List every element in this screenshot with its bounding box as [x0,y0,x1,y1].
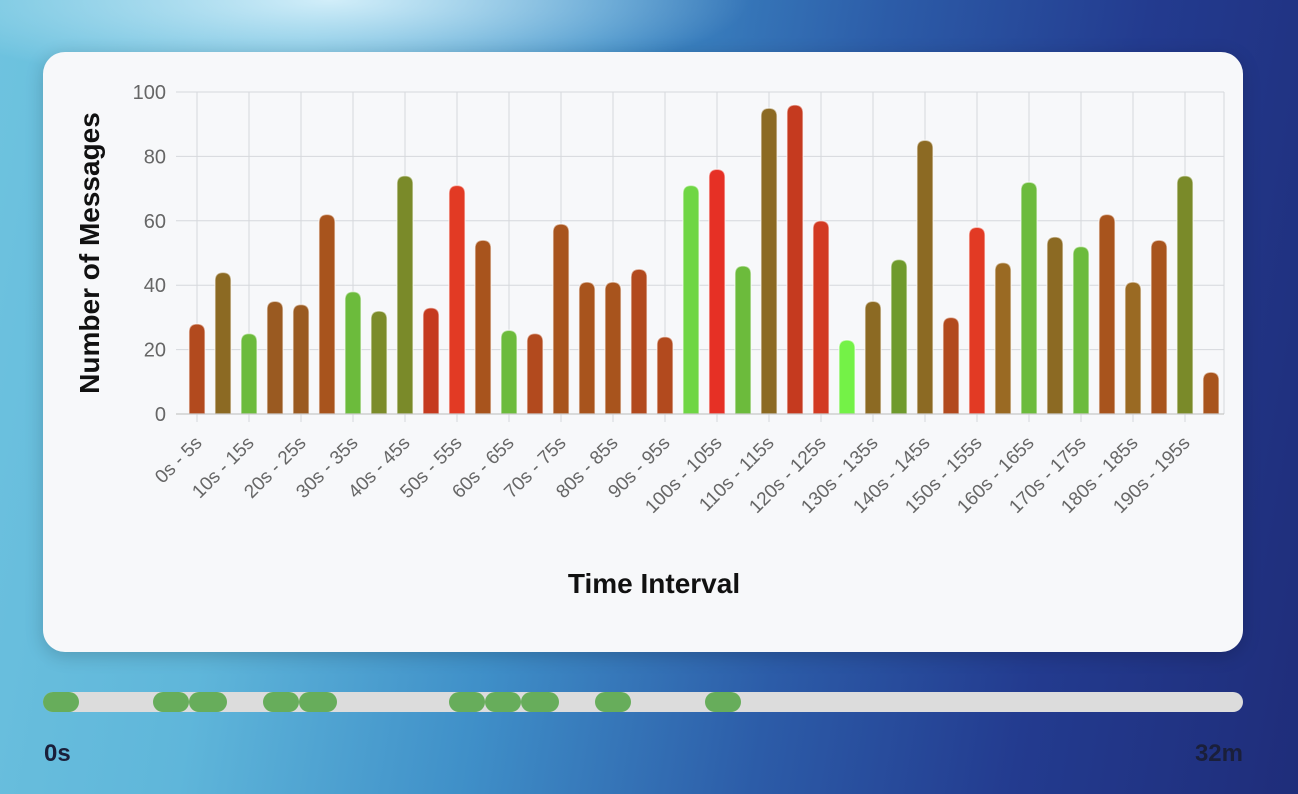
bar [682,184,700,415]
bar [344,290,362,415]
bar [1020,181,1038,415]
bar [500,329,518,415]
bar [1046,236,1064,415]
bar [292,303,310,415]
bar [838,339,856,415]
bar [240,332,258,415]
bar [786,104,804,415]
timeline-segment[interactable] [189,692,227,712]
bar [1150,239,1168,415]
bar [890,258,908,415]
timeline-segment[interactable] [705,692,742,712]
y-tick-label: 20 [144,340,166,362]
bar [370,310,388,415]
bar [656,335,674,415]
bar [188,323,206,415]
timeline-track[interactable] [43,692,1243,712]
bar [526,332,544,415]
timeline-segment[interactable] [153,692,190,712]
bar [266,300,284,415]
bar [448,184,466,415]
timeline-segment[interactable] [595,692,631,712]
bar [760,107,778,415]
timeline-segment[interactable] [43,692,79,712]
y-tick-label: 60 [144,211,166,233]
bar [994,261,1012,415]
y-tick-label: 100 [133,82,166,104]
bar [396,174,414,415]
timeline-segment[interactable] [484,692,521,712]
bar [422,306,440,415]
bar [604,281,622,415]
y-tick-label: 40 [144,275,166,297]
chart-card: 0 20 40 60 80 100 0s - 5s 10s - 15s 20s - 25s 30s… [43,52,1243,652]
timeline-end-label: 32m [1194,740,1243,767]
bar [318,213,336,415]
bar [1176,174,1194,415]
bar [214,271,232,415]
bar [630,268,648,415]
bar [1124,281,1142,415]
x-axis-title: Time Interval [568,568,740,599]
bar [968,226,986,415]
bar [1098,213,1116,415]
bar [552,223,570,415]
timeline-segment[interactable] [520,692,559,712]
bar [474,239,492,415]
bar [864,300,882,415]
bar [1072,245,1090,415]
timeline-segment[interactable] [262,692,299,712]
bar [734,265,752,415]
bar [916,139,934,415]
bar [812,220,830,415]
timeline-segment[interactable] [448,692,485,712]
bar [942,316,960,415]
bar [708,168,726,415]
y-tick-label: 0 [155,404,166,426]
y-axis-title: Number of Messages [74,112,105,394]
bar [578,281,596,415]
timeline-start-label: 0s [44,740,71,767]
timeline-segment[interactable] [298,692,337,712]
bar [1202,371,1220,415]
y-tick-label: 80 [144,146,166,168]
